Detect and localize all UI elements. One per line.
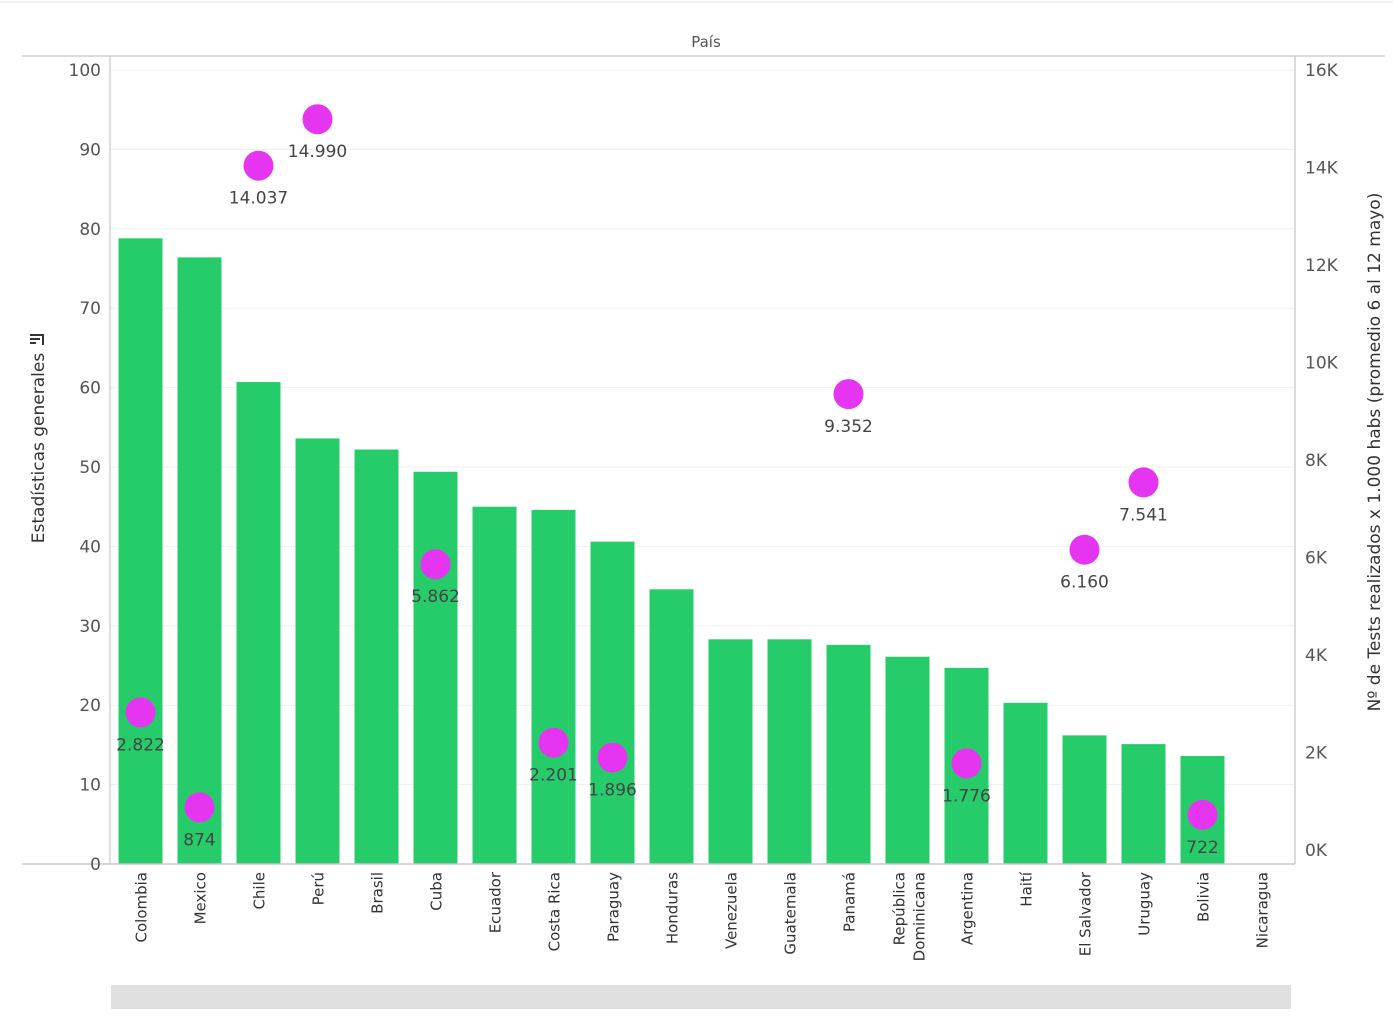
data-label: 2.822 (116, 735, 165, 755)
sort-icon[interactable] (30, 334, 44, 345)
bar (1062, 735, 1107, 864)
y-axis-title: Estadísticas generales (29, 353, 49, 544)
y2-tick-label: 0K (1305, 841, 1328, 861)
bar (1121, 744, 1166, 864)
data-label: 7.541 (1119, 505, 1168, 525)
y2-tick-label: 14K (1305, 159, 1339, 179)
data-label: 722 (1186, 838, 1218, 858)
y2-axis-title: Nº de Tests realizados x 1.000 habs (pro… (1365, 193, 1385, 712)
data-point (125, 697, 156, 728)
data-point (184, 792, 215, 823)
data-point (243, 150, 274, 181)
category-label: Chile (251, 872, 269, 910)
category-label: Cuba (428, 872, 446, 911)
y-tick-label: 80 (79, 220, 101, 240)
category-label: Haití (1018, 871, 1036, 907)
category-label: Argentina (959, 872, 977, 945)
data-label: 9.352 (824, 417, 873, 437)
bar (472, 506, 517, 864)
data-point (302, 104, 333, 135)
y2-tick-label: 2K (1305, 744, 1328, 764)
y-tick-label: 30 (79, 617, 101, 637)
data-point (833, 379, 864, 410)
bar (531, 509, 576, 864)
horizontal-scrollbar[interactable] (111, 985, 1291, 1009)
y2-tick-label: 12K (1305, 256, 1339, 276)
category-labels: Colombia Mexico Chile Perú Brasil Cuba Ecuador… (133, 871, 1272, 961)
data-point (1128, 467, 1159, 498)
data-point (538, 727, 569, 758)
bar (413, 471, 458, 864)
category-label: Venezuela (723, 872, 741, 949)
data-point (420, 549, 451, 580)
bar (590, 541, 635, 864)
gridlines (110, 69, 1295, 786)
category-label: Perú (310, 872, 328, 905)
y2-tick-label: 8K (1305, 451, 1328, 471)
bar (1003, 702, 1048, 864)
bar (295, 438, 340, 864)
data-point (951, 748, 982, 779)
bar (708, 639, 753, 864)
data-label: 14.037 (229, 189, 288, 209)
category-label: Paraguay (605, 872, 623, 942)
category-label: Ecuador (487, 871, 505, 933)
data-label: 1.896 (588, 781, 637, 801)
y2-tick-label: 4K (1305, 646, 1328, 666)
y2-tick-label: 16K (1305, 61, 1339, 81)
data-label: 874 (183, 830, 215, 850)
category-label: Brasil (369, 872, 387, 914)
category-label: Mexico (192, 872, 210, 924)
bar-series (118, 238, 1225, 864)
category-label-line: Dominicana (911, 872, 929, 961)
category-label: Honduras (664, 872, 682, 944)
data-point (1069, 534, 1100, 565)
bar (118, 238, 163, 864)
category-label: Colombia (133, 872, 151, 943)
data-label: 5.862 (411, 587, 460, 607)
data-label: 6.160 (1060, 573, 1109, 593)
category-label: Nicaragua (1254, 872, 1272, 948)
y2-tick-label: 10K (1305, 354, 1339, 374)
bar (885, 656, 930, 864)
bar (826, 644, 871, 864)
category-label: República Dominicana (891, 872, 929, 961)
y-tick-label: 10 (79, 776, 101, 796)
bar (177, 257, 222, 864)
column-header-label: País (691, 33, 721, 51)
y-tick-label: 70 (79, 299, 101, 319)
bar (767, 639, 812, 864)
category-label: Uruguay (1136, 872, 1154, 936)
y-tick-label: 60 (79, 379, 101, 399)
category-label: Costa Rica (546, 872, 564, 951)
y-tick-label: 20 (79, 696, 101, 716)
category-label-line: República (891, 872, 909, 945)
data-label: 2.201 (529, 766, 578, 786)
dot-series: 2.822 874 14.037 14.990 5.862 2.201 1.896 9.352… (116, 104, 1219, 858)
y-tick-label: 0 (90, 855, 101, 875)
y-tick-label: 100 (69, 61, 101, 81)
category-label: Guatemala (782, 872, 800, 955)
category-label: Panamá (841, 872, 859, 932)
bar (649, 589, 694, 864)
data-point (1187, 799, 1218, 830)
bar (354, 449, 399, 864)
y-tick-label: 40 (79, 537, 101, 557)
axes: 0 10 20 30 40 50 60 70 80 90 100 0K 2K 4K 6K 8K 10K 12K 14… (22, 56, 1339, 875)
data-label: 1.776 (942, 786, 991, 806)
y-tick-label: 90 (79, 140, 101, 160)
data-point (597, 742, 628, 773)
data-label: 14.990 (288, 142, 347, 162)
bar (236, 382, 281, 864)
category-label: Bolivia (1195, 872, 1213, 922)
y2-tick-label: 6K (1305, 549, 1328, 569)
category-label: El Salvador (1077, 871, 1095, 956)
y-tick-label: 50 (79, 458, 101, 478)
